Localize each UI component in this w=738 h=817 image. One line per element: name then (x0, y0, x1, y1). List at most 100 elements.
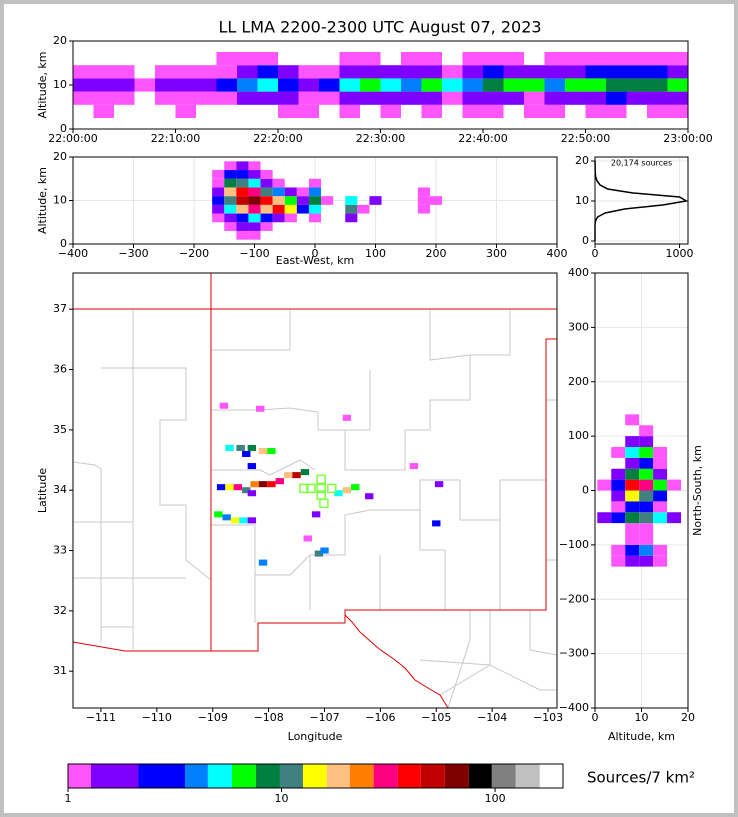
density-cell (284, 204, 297, 214)
density-cell (236, 444, 245, 451)
density-cell (606, 65, 627, 79)
colorbar-bin (515, 764, 540, 788)
density-cell (409, 463, 419, 470)
colorbar-bin (397, 764, 421, 788)
x-tick-label: 22:10:00 (151, 132, 200, 145)
density-cell (134, 78, 155, 92)
density-cell (248, 187, 261, 197)
colorbar-bin (231, 764, 256, 788)
density-cell (284, 187, 297, 197)
x-tick-label: 0 (592, 711, 599, 724)
density-cell (585, 78, 606, 92)
density-cell (247, 517, 257, 524)
density-cell (639, 490, 654, 502)
density-cell (260, 170, 273, 179)
colorbar-bin (255, 764, 280, 788)
density-cell (625, 555, 640, 567)
density-cell (380, 65, 401, 79)
density-cell (214, 511, 223, 518)
density-cell (565, 78, 586, 92)
colorbar-bin (444, 764, 469, 788)
density-cell (417, 204, 430, 214)
density-cell (308, 196, 322, 205)
x-tick-label: −200 (179, 247, 209, 260)
density-cell (212, 204, 225, 214)
y-axis-label: North-South, km (691, 445, 704, 536)
x-tick-label: −103 (533, 711, 563, 724)
density-cell (260, 222, 273, 231)
colorbar-frame (67, 763, 564, 789)
density-cell (653, 457, 668, 469)
density-cell (247, 463, 257, 470)
density-cell (314, 550, 324, 557)
density-cell (267, 447, 276, 454)
density-cell (230, 517, 240, 524)
density-cell (653, 447, 668, 458)
density-cell (401, 78, 422, 92)
density-cell (639, 436, 654, 447)
density-cell (272, 178, 285, 188)
density-cell (258, 481, 268, 488)
x-tick-label: −105 (421, 711, 451, 724)
y-tick-label: 33 (53, 544, 67, 557)
density-cell (257, 65, 278, 79)
density-cell (236, 222, 249, 231)
density-cell (606, 52, 627, 66)
x-tick-label: 22:40:00 (458, 132, 507, 145)
density-cell (421, 52, 442, 66)
density-cell (196, 78, 217, 92)
density-cell (278, 78, 299, 92)
density-cell (585, 52, 606, 66)
density-cell (625, 447, 640, 458)
y-tick-label: 35 (53, 423, 67, 436)
y-tick-label: −300 (559, 647, 589, 660)
density-cell (296, 204, 309, 214)
density-cell (248, 161, 261, 171)
density-cell (155, 78, 176, 92)
density-cell (296, 187, 309, 197)
density-cell (647, 52, 668, 66)
density-cell (236, 178, 249, 188)
density-cell (224, 222, 237, 231)
density-cell (155, 65, 176, 79)
density-cell (258, 559, 268, 566)
y-tick-label: 31 (53, 664, 67, 677)
density-cell (597, 512, 612, 524)
density-cell (260, 196, 273, 205)
y-tick-label: 20 (53, 150, 67, 163)
density-cell (237, 91, 258, 105)
density-cell (321, 196, 334, 205)
density-cell (216, 91, 237, 105)
density-cell (625, 501, 640, 513)
x-tick-label: −300 (118, 247, 148, 260)
x-tick-label: −106 (365, 711, 395, 724)
density-cell (365, 493, 374, 500)
density-cell (236, 213, 249, 223)
density-cell (667, 78, 688, 92)
colorbar-bin (491, 764, 516, 788)
density-cell (345, 196, 358, 205)
density-cell (653, 544, 668, 556)
density-cell (625, 544, 640, 556)
density-cell (434, 481, 444, 488)
y-tick-label: −400 (559, 701, 589, 714)
density-cell (258, 447, 268, 454)
density-cell (544, 78, 565, 92)
density-cell (462, 78, 483, 92)
density-cell (248, 204, 261, 214)
density-cell (260, 187, 273, 197)
x-axis-label: Longitude (288, 730, 343, 743)
density-cell (236, 161, 249, 171)
density-cell (653, 479, 668, 491)
x-tick-label: 22:20:00 (253, 132, 302, 145)
density-cell (216, 78, 237, 92)
density-cell (278, 91, 299, 105)
density-cell (524, 78, 545, 92)
density-cell (236, 187, 249, 197)
x-tick-label: 1000 (666, 247, 694, 260)
density-cell (421, 91, 442, 105)
y-axis-label: Altitude, km (36, 51, 49, 118)
density-cell (339, 52, 360, 66)
density-cell (257, 78, 278, 92)
